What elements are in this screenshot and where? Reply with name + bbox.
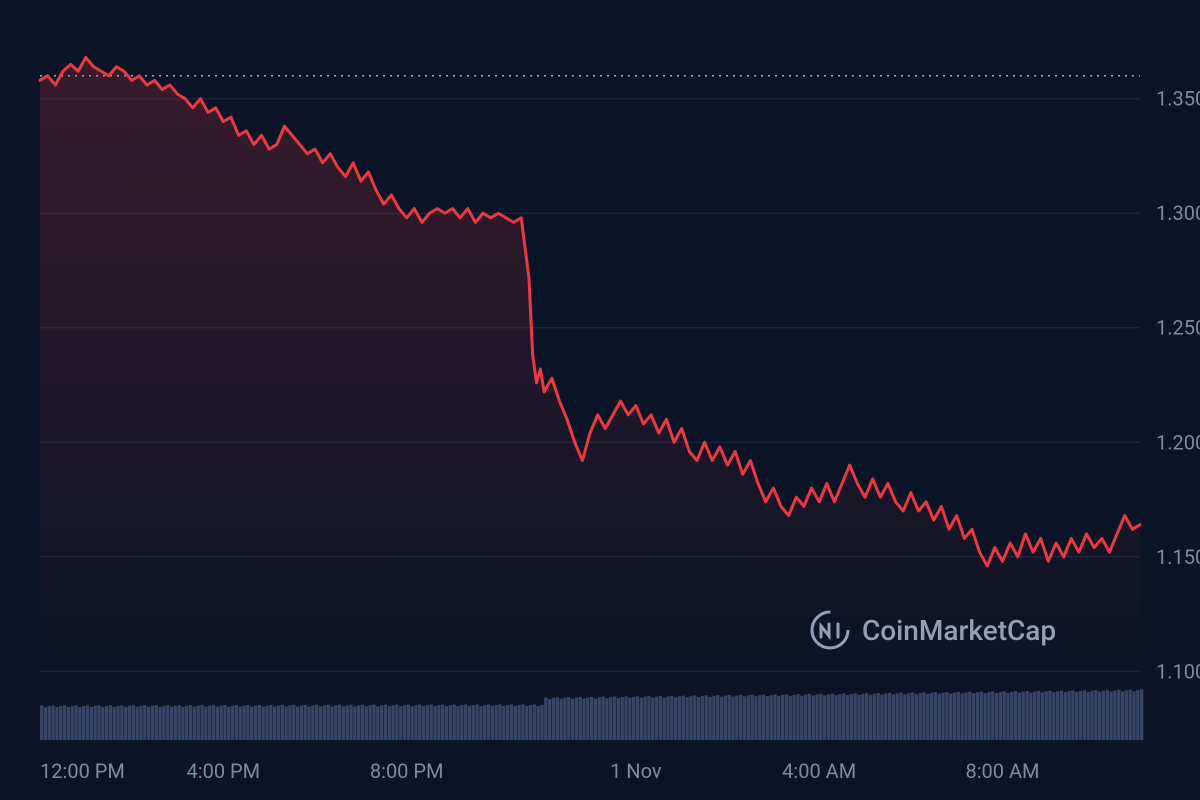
y-tick-label: 1.350 bbox=[1156, 87, 1200, 111]
x-tick-label: 1 Nov bbox=[610, 759, 662, 783]
y-tick-label: 1.100 bbox=[1156, 659, 1200, 683]
x-tick-label: 8:00 PM bbox=[370, 759, 444, 783]
price-chart[interactable]: 1.100 1.150 1.200 1.250 1.300 1.350 12:00 PM 4:… bbox=[0, 0, 1200, 800]
y-tick-label: 1.150 bbox=[1156, 545, 1200, 569]
x-tick-label: 8:00 AM bbox=[965, 759, 1039, 783]
y-tick-label: 1.200 bbox=[1156, 430, 1200, 454]
x-tick-label: 12:00 PM bbox=[40, 759, 125, 783]
y-tick-label: 1.300 bbox=[1156, 201, 1200, 225]
y-tick-label: 1.250 bbox=[1156, 316, 1200, 340]
watermark-text: CoinMarketCap bbox=[862, 614, 1056, 647]
x-tick-label: 4:00 AM bbox=[782, 759, 856, 783]
x-tick-label: 4:00 PM bbox=[187, 759, 261, 783]
